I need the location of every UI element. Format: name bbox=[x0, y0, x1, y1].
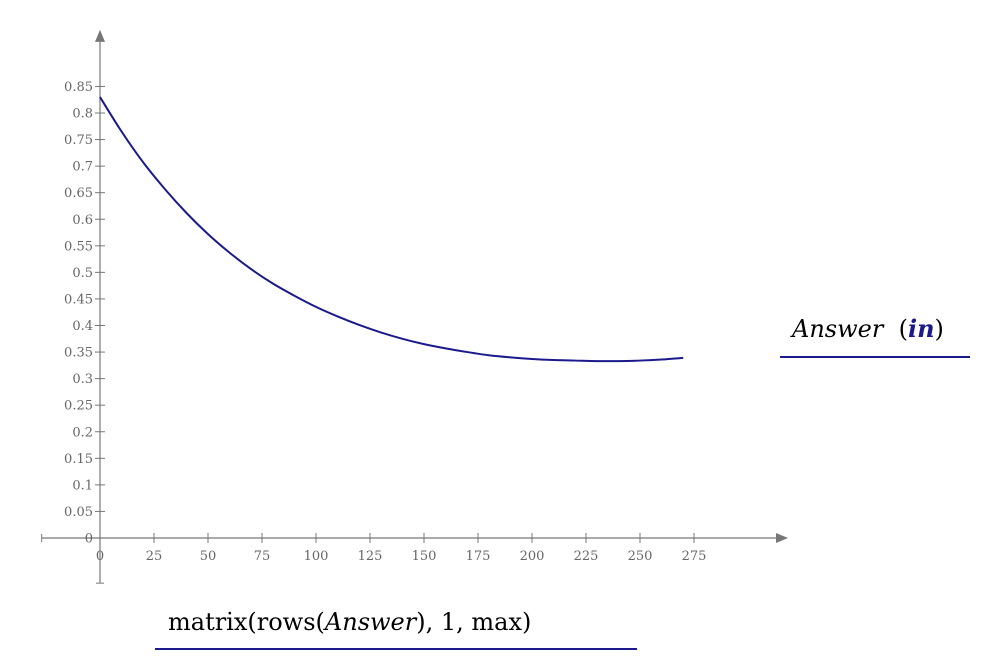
y-tick-label: 0.6 bbox=[72, 213, 93, 228]
y-tick-label: 0.25 bbox=[64, 399, 93, 414]
y-tick-label: 0.85 bbox=[64, 80, 93, 95]
y-tick-label: 0.3 bbox=[72, 372, 93, 387]
series-group bbox=[99, 96, 684, 363]
y-axis-arrow bbox=[95, 29, 105, 42]
x-tick-label: 125 bbox=[358, 549, 383, 564]
x-tick-label: 275 bbox=[682, 549, 707, 564]
y-tick-label: 0.65 bbox=[64, 186, 93, 201]
x-tick-label: 225 bbox=[574, 549, 599, 564]
tick-labels: 0 25 50 75 100 125 150 175 200 225 250 275 0 0.05 0.1 0… bbox=[64, 80, 706, 564]
y-axis-label-var: Answer bbox=[792, 315, 884, 343]
x-tick-label: 200 bbox=[520, 549, 545, 564]
x-tick-label: 100 bbox=[304, 549, 329, 564]
x-axis-label-suffix: ), 1, max) bbox=[416, 608, 532, 636]
y-tick-label: 0.8 bbox=[72, 107, 93, 122]
x-tick-label: 75 bbox=[254, 549, 271, 564]
x-axis-label: matrix(rows(Answer), 1, max) bbox=[168, 608, 531, 636]
y-axis-label-field[interactable]: Answer (in) bbox=[780, 312, 970, 358]
y-axis-label: Answer (in) bbox=[792, 314, 944, 343]
x-tick-label: 50 bbox=[200, 549, 217, 564]
y-axis-unit: in bbox=[907, 314, 935, 343]
x-tick-label: 150 bbox=[412, 549, 437, 564]
y-tick-label: 0.35 bbox=[64, 346, 93, 361]
y-tick-label: 0.75 bbox=[64, 133, 93, 148]
x-axis-label-field[interactable]: matrix(rows(Answer), 1, max) bbox=[155, 606, 637, 650]
y-tick-label: 0.2 bbox=[72, 425, 93, 440]
y-axis-unit-open: ( bbox=[898, 315, 908, 343]
x-axis-label-var: Answer bbox=[324, 608, 417, 636]
y-tick-label: 0.55 bbox=[64, 239, 93, 254]
tick-marks bbox=[95, 85, 695, 543]
x-tick-label: 250 bbox=[628, 549, 653, 564]
x-tick-label: 25 bbox=[146, 549, 163, 564]
y-tick-label: 0.1 bbox=[72, 478, 93, 493]
y-tick-label: 0.7 bbox=[72, 160, 93, 175]
y-tick-label: 0.45 bbox=[64, 292, 93, 307]
x-axis-arrow bbox=[776, 533, 788, 543]
y-tick-label: 0.15 bbox=[64, 452, 93, 467]
y-tick-label: 0 bbox=[85, 532, 93, 547]
x-axis-label-prefix: matrix(rows( bbox=[168, 608, 325, 636]
axes bbox=[41, 29, 788, 584]
y-tick-label: 0.4 bbox=[72, 319, 93, 334]
series-line bbox=[99, 96, 684, 363]
y-axis-unit-close: ) bbox=[934, 315, 944, 343]
x-tick-label: 175 bbox=[466, 549, 491, 564]
y-tick-label: 0.05 bbox=[64, 505, 93, 520]
y-tick-label: 0.5 bbox=[72, 266, 93, 281]
x-tick-label: 0 bbox=[96, 549, 104, 564]
